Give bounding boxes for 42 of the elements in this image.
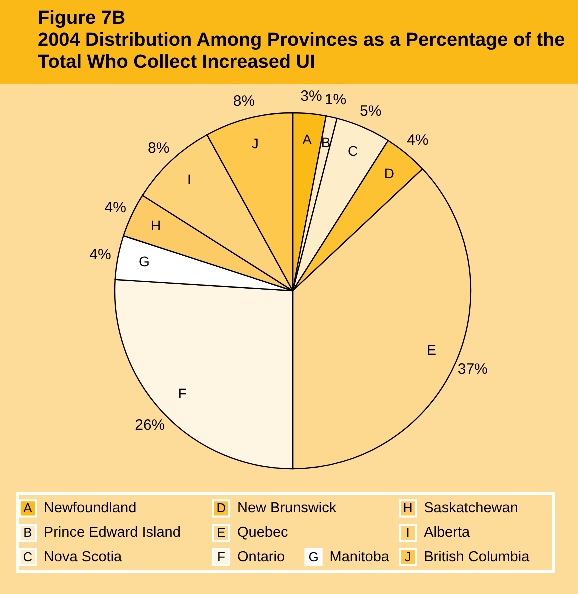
- data-label: 4%: [104, 200, 126, 217]
- text: H: [151, 218, 162, 234]
- text: A: [302, 131, 313, 148]
- data-label: 3%: [300, 88, 322, 105]
- legend-label: Alberta: [424, 525, 471, 541]
- data-label: 4%: [90, 246, 112, 264]
- legend-label: Ontario: [237, 549, 286, 566]
- data-label: 37%: [458, 360, 488, 378]
- text: J: [252, 135, 259, 152]
- text: G: [138, 254, 150, 270]
- data-label: 8%: [233, 93, 256, 110]
- legend-label: Manitoba: [330, 549, 390, 566]
- text: H: [403, 500, 413, 516]
- text: F: [178, 386, 187, 402]
- text: I: [187, 172, 192, 188]
- text: E: [427, 342, 437, 358]
- text: B: [321, 134, 331, 150]
- text: J: [404, 549, 412, 564]
- chart-subtitle: 2004 Distribution Among Provinces as a Percentage of the Total Who Collect Increased UI: [38, 30, 566, 74]
- text: D: [216, 500, 226, 516]
- data-label: 1%: [324, 92, 347, 109]
- text: D: [384, 165, 395, 182]
- text: A: [24, 500, 32, 516]
- text: C: [23, 549, 33, 564]
- legend-label: Saskatchewan: [424, 500, 518, 517]
- text: I: [406, 525, 410, 540]
- legend-label: British Columbia: [424, 549, 531, 566]
- data-label: 5%: [360, 103, 382, 120]
- text: B: [24, 525, 32, 540]
- text: F: [218, 549, 226, 564]
- legend-label: New Brunswick: [237, 500, 338, 517]
- legend-label: Newfoundland: [44, 500, 137, 517]
- data-label: 4%: [407, 132, 429, 149]
- text: G: [308, 549, 319, 564]
- data-label: 26%: [135, 417, 166, 434]
- legend-label: Prince Edward Island: [44, 525, 181, 541]
- legend-label: Nova Scotia: [44, 549, 124, 566]
- text: E: [217, 525, 226, 540]
- text: C: [348, 143, 358, 160]
- chart-title: Figure 7B: [38, 8, 127, 30]
- slice-label: Quebec: [237, 525, 288, 541]
- data-label: 8%: [148, 140, 170, 158]
